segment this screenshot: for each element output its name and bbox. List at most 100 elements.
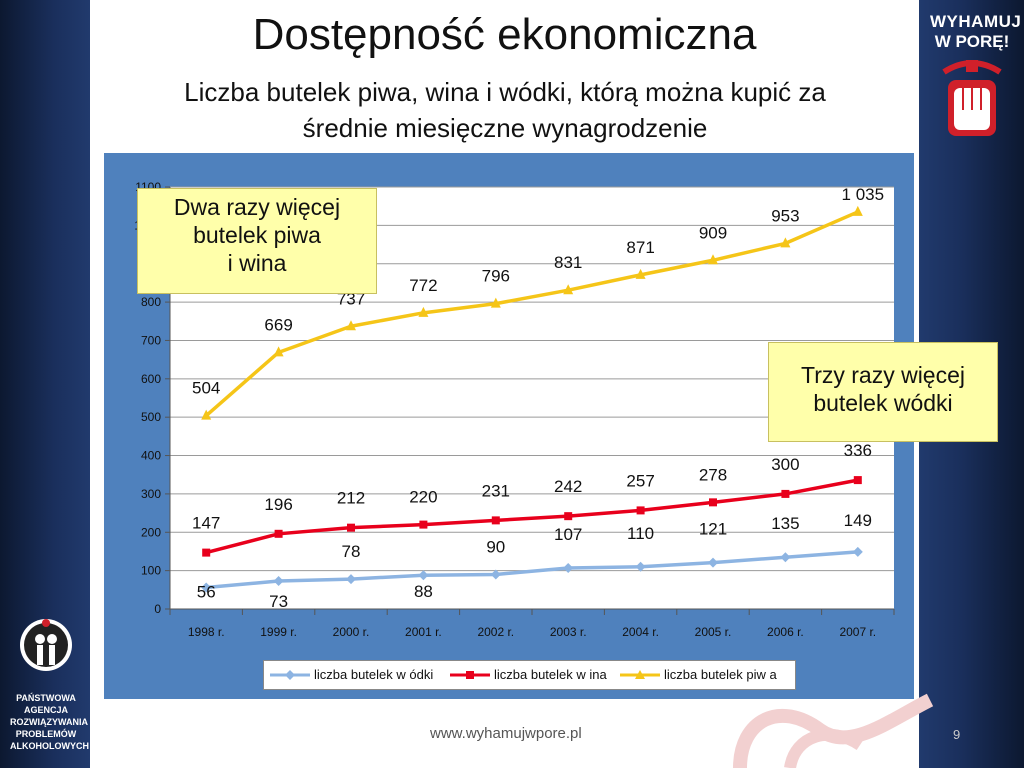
series-line xyxy=(206,550,858,590)
data-point xyxy=(853,476,862,485)
data-label: 669 xyxy=(264,315,292,334)
data-label: 212 xyxy=(337,489,365,508)
data-point xyxy=(201,409,212,420)
hand-brake-icon xyxy=(942,60,1002,136)
data-point xyxy=(636,506,645,515)
y-tick-label: 200 xyxy=(141,525,161,539)
data-point xyxy=(202,548,211,557)
callout-vodka: Trzy razy więcej butelek wódki xyxy=(768,342,998,442)
data-label: 504 xyxy=(192,379,220,398)
data-label: 78 xyxy=(342,542,361,561)
data-label: 147 xyxy=(192,514,220,533)
logo-text-line-2: W PORĘ! xyxy=(934,32,1010,51)
data-label: 90 xyxy=(486,537,505,556)
legend-vodka: liczba butelek w ódki xyxy=(314,667,434,682)
data-point xyxy=(852,205,863,216)
y-tick-label: 100 xyxy=(141,564,161,578)
data-label: 56 xyxy=(197,583,216,602)
y-tick-label: 800 xyxy=(141,295,161,309)
data-point xyxy=(780,552,791,563)
x-tick-label: 2007 r. xyxy=(839,625,876,639)
data-label: 831 xyxy=(554,253,582,272)
data-label: 121 xyxy=(699,520,727,539)
x-tick-label: 2005 r. xyxy=(695,625,732,639)
data-label: 242 xyxy=(554,477,582,496)
data-point xyxy=(418,570,429,581)
parpa-line-3: ROZWIĄZYWANIA xyxy=(10,717,88,727)
data-label: 871 xyxy=(626,238,654,257)
callout-beer-wine: Dwa razy więcej butelek piwa i wina xyxy=(137,188,377,294)
y-tick-label: 400 xyxy=(141,449,161,463)
data-point xyxy=(563,562,574,573)
data-label: 300 xyxy=(771,455,799,474)
y-tick-label: 500 xyxy=(141,410,161,424)
data-point xyxy=(418,306,429,317)
data-point xyxy=(709,498,717,507)
data-label: 796 xyxy=(482,267,510,286)
data-point xyxy=(273,575,284,586)
data-label: 110 xyxy=(627,524,654,543)
data-point xyxy=(781,489,790,498)
callout-beer-wine-line-3: i wina xyxy=(227,250,287,276)
callout-beer-wine-line-2: butelek piwa xyxy=(193,222,321,248)
data-point xyxy=(346,574,356,585)
x-tick-label: 1998 r. xyxy=(188,625,225,639)
y-tick-label: 700 xyxy=(141,333,161,347)
data-point xyxy=(563,284,574,295)
logo-text-line-1: WYHAMUJ xyxy=(930,12,1022,31)
parpa-line-4: PROBLEMÓW xyxy=(15,729,77,739)
subtitle-line-2: średnie miesięczne wynagrodzenie xyxy=(302,113,708,143)
data-label: 107 xyxy=(554,525,582,544)
data-point xyxy=(852,546,863,557)
series-line xyxy=(205,210,859,417)
data-label: 772 xyxy=(409,276,437,295)
slide-title: Dostępność ekonomiczna xyxy=(252,10,757,59)
data-point xyxy=(708,254,718,265)
slide-subtitle: Liczba butelek piwa, wina i wódki, którą… xyxy=(100,74,910,146)
data-label: 257 xyxy=(626,471,654,490)
footer-url[interactable]: www.wyhamujwpore.pl xyxy=(430,725,582,742)
data-label: 737 xyxy=(337,289,365,308)
data-label: 149 xyxy=(844,511,872,530)
x-tick-label: 2000 r. xyxy=(333,625,370,639)
x-tick-label: 2004 r. xyxy=(622,625,659,639)
subtitle-line-1: Liczba butelek piwa, wina i wódki, którą… xyxy=(184,77,826,107)
data-point xyxy=(491,516,500,525)
data-label: 231 xyxy=(482,481,510,500)
x-tick-label: 1999 r. xyxy=(260,625,297,639)
data-label: 135 xyxy=(771,514,799,533)
data-label: 1 035 xyxy=(842,185,885,204)
chart-legend: liczba butelek w ódki liczba butelek w i… xyxy=(263,660,796,690)
data-point xyxy=(347,523,355,532)
x-tick-label: 2006 r. xyxy=(767,625,804,639)
data-label: 196 xyxy=(264,495,292,514)
callout-beer-wine-line-1: Dwa razy więcej xyxy=(173,194,341,220)
data-point xyxy=(490,569,501,580)
parpa-logo: PAŃSTWOWA AGENCJA ROZWIĄZYWANIA PROBLEMÓ… xyxy=(10,615,89,755)
data-point xyxy=(274,529,283,538)
series-line xyxy=(205,478,859,555)
data-label: 909 xyxy=(699,223,727,242)
x-tick-label: 2001 r. xyxy=(405,625,442,639)
data-point xyxy=(635,268,646,279)
data-point xyxy=(780,237,791,248)
callout-vodka-line-1: Trzy razy więcej xyxy=(801,362,965,388)
y-tick-label: 300 xyxy=(141,487,161,501)
data-label: 953 xyxy=(771,206,799,225)
wyhamuj-logo: WYHAMUJ W PORĘ! xyxy=(930,12,1022,162)
decorative-swirl xyxy=(700,690,940,768)
legend-beer: liczba butelek piw a xyxy=(664,667,777,682)
x-tick-label: 2003 r. xyxy=(550,625,587,639)
callout-vodka-line-2: butelek wódki xyxy=(813,390,953,416)
data-label: 220 xyxy=(409,488,437,507)
data-label: 88 xyxy=(414,582,433,601)
parpa-emblem-icon xyxy=(20,619,72,671)
y-tick-label: 600 xyxy=(141,372,161,386)
data-point xyxy=(564,512,573,521)
data-point xyxy=(708,557,718,568)
parpa-line-2: AGENCJA xyxy=(23,705,68,715)
data-point xyxy=(419,520,428,529)
data-point xyxy=(201,582,212,593)
data-point xyxy=(635,561,646,572)
